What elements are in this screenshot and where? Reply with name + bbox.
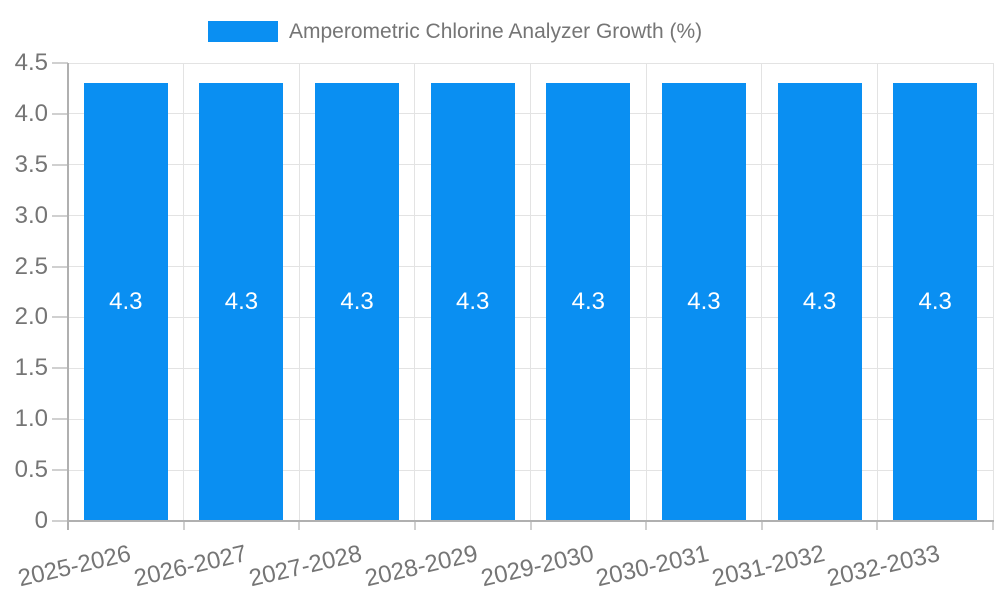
gridline-vertical (761, 63, 763, 521)
y-axis-tick (52, 418, 68, 421)
legend-swatch (208, 21, 278, 42)
gridline-vertical (414, 63, 416, 521)
bar-2029-2030 (546, 83, 631, 521)
y-axis-tick-label: 0.5 (14, 456, 48, 484)
y-axis-tick (52, 469, 68, 472)
y-axis-tick (52, 112, 68, 115)
y-axis-tick-label: 4.5 (14, 49, 48, 76)
gridline-vertical (645, 63, 647, 521)
y-axis-tick (52, 214, 68, 217)
x-axis-tick-label: 2025-2026 (15, 540, 134, 593)
bar-value-label: 4.3 (340, 288, 374, 316)
y-axis-line (67, 63, 69, 530)
y-axis-tick-label: 1.5 (14, 354, 48, 382)
bar-2031-2032 (777, 83, 862, 521)
x-axis-tick-label: 2030-2031 (593, 540, 712, 593)
y-axis-tick-label: 2.5 (14, 252, 48, 280)
x-axis-tick (876, 521, 879, 530)
bar-value-label: 4.3 (571, 288, 605, 316)
gridline-vertical (298, 63, 300, 521)
x-axis-tick (992, 521, 994, 530)
bar-value-label: 4.3 (456, 288, 490, 316)
legend: Amperometric Chlorine Analyzer Growth (%… (208, 21, 702, 42)
y-axis-tick (52, 265, 68, 268)
y-axis-tick-label: 3.0 (14, 201, 48, 229)
gridline-vertical (876, 63, 878, 521)
bar-value-label: 4.3 (918, 288, 952, 316)
bar-value-label: 4.3 (109, 288, 143, 316)
y-axis-tick-label: 2.0 (14, 303, 48, 331)
bar-2027-2028 (315, 83, 400, 521)
x-axis-tick-label: 2032-2033 (824, 540, 943, 593)
y-axis-tick (52, 367, 68, 370)
gridline-vertical (530, 63, 531, 521)
x-axis-tick (645, 521, 648, 530)
x-axis-tick-label: 2028-2029 (362, 540, 481, 593)
y-axis-tick-label: 4.0 (14, 99, 48, 127)
y-axis-tick (52, 316, 68, 319)
bar-value-label: 4.3 (802, 288, 837, 316)
bar-value-label: 4.3 (687, 288, 721, 316)
x-axis-tick (182, 521, 185, 530)
x-axis-tick-label: 2031-2032 (709, 540, 828, 593)
y-axis-tick-label: 3.5 (14, 150, 48, 178)
x-axis-tick (529, 521, 532, 530)
x-axis-tick (760, 521, 763, 530)
y-axis-tick (52, 520, 68, 522)
y-axis-tick (52, 62, 68, 64)
x-axis-tick-label: 2026-2027 (131, 540, 250, 593)
gridline-vertical (992, 63, 994, 521)
bar-2026-2027 (199, 83, 284, 521)
bar-2028-2029 (430, 83, 515, 521)
x-axis-baseline (67, 520, 994, 522)
y-axis-tick (52, 163, 68, 166)
legend-label: Amperometric Chlorine Analyzer Growth (%… (289, 20, 703, 43)
x-axis-tick (298, 521, 301, 530)
y-axis-tick-label: 1.0 (14, 405, 48, 433)
bar-2030-2031 (661, 83, 746, 521)
x-axis-tick (413, 521, 416, 530)
y-axis-tick-label: 0 (34, 507, 48, 534)
bar-2025-2026 (83, 83, 168, 521)
x-axis-tick-label: 2027-2028 (246, 540, 365, 593)
bar-value-label: 4.3 (224, 288, 259, 316)
bar-2032-2033 (893, 83, 978, 521)
x-axis-tick-label: 2029-2030 (478, 540, 596, 593)
gridline-vertical (183, 63, 185, 521)
